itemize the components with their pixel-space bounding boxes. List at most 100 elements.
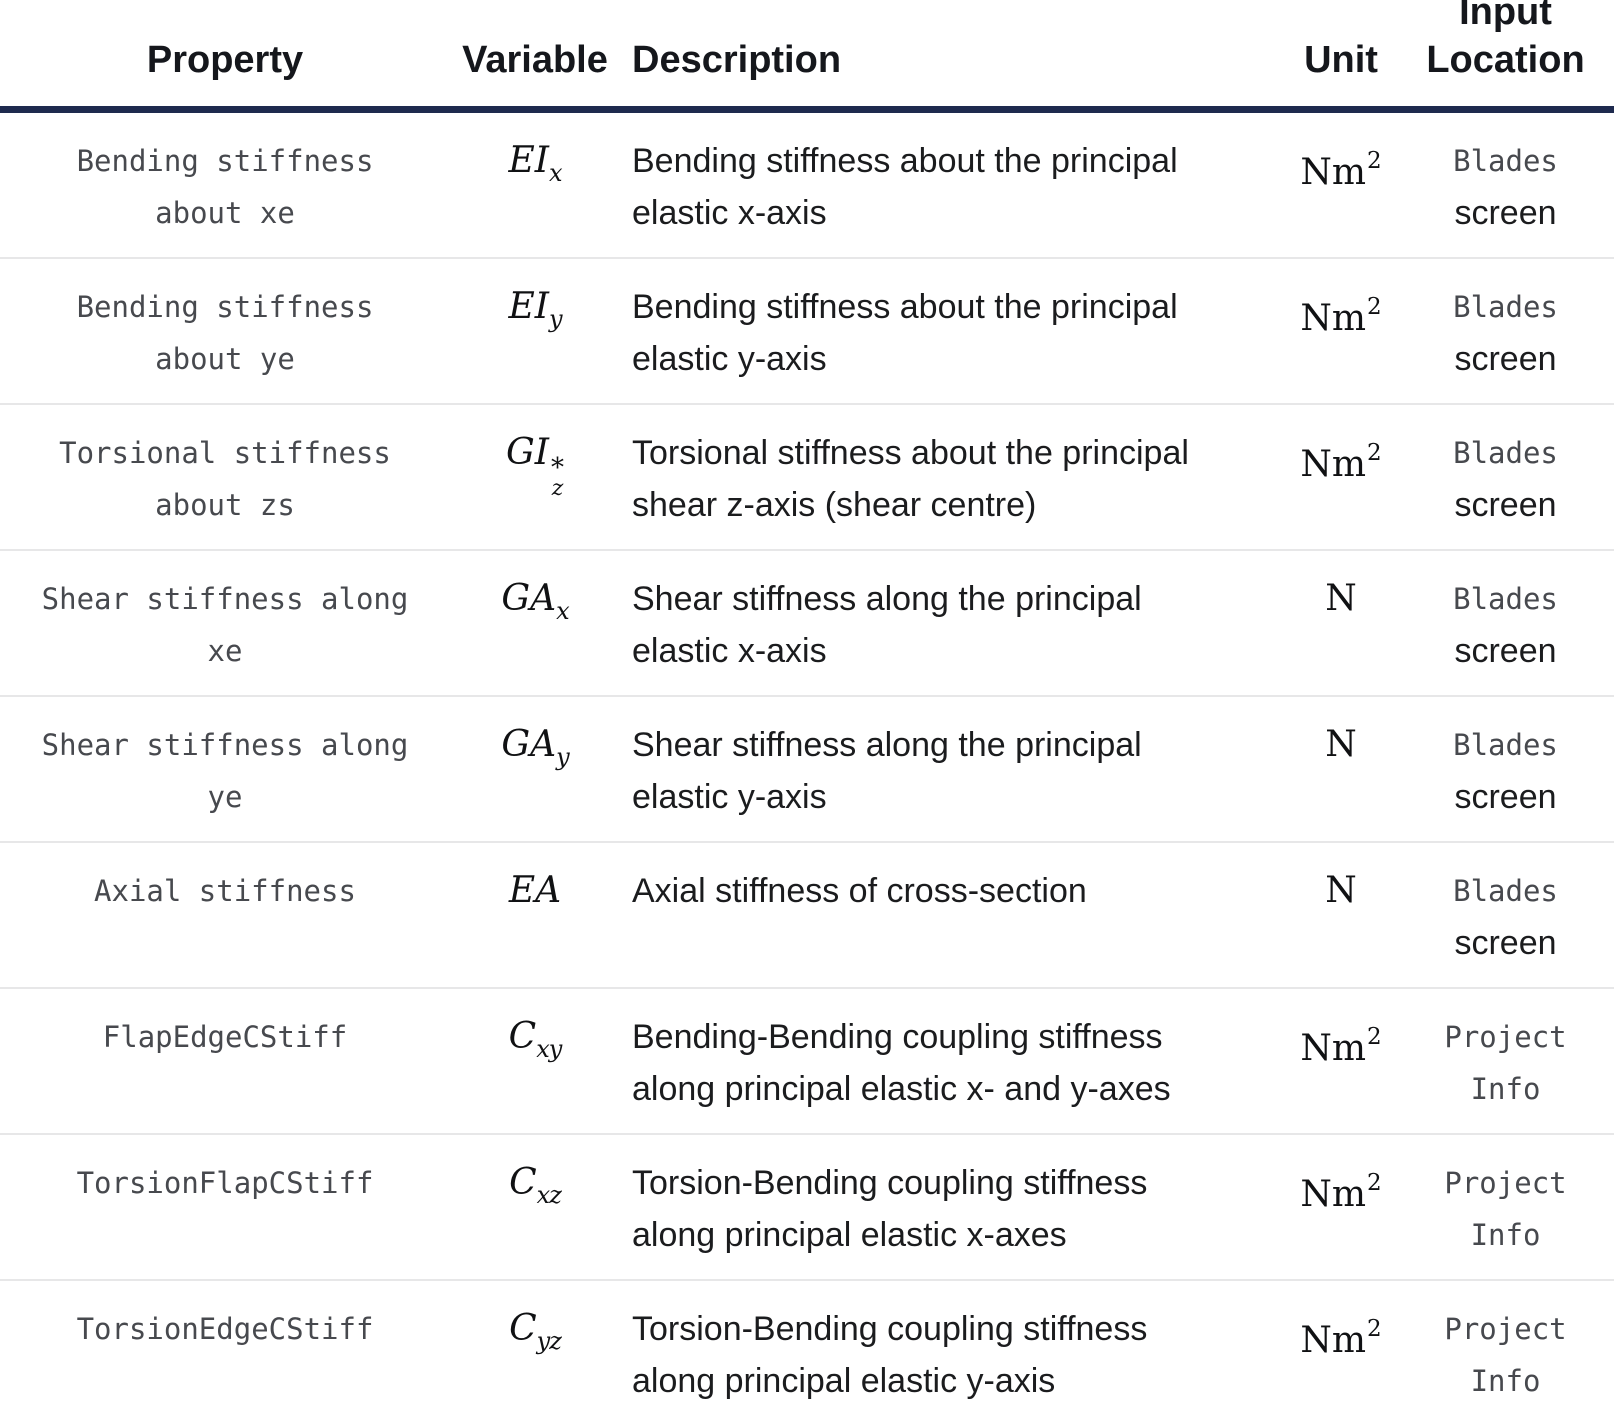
description-line: elastic x-axis — [632, 194, 827, 232]
property-cell: TorsionEdgeCStiff — [0, 1279, 450, 1419]
variable-symbol: EI — [508, 286, 549, 327]
property-line: Shear stiffness along — [41, 582, 409, 616]
column-header-unit-label: Unit — [1304, 39, 1378, 81]
description-line: elastic y-axis — [632, 340, 827, 378]
unit-cell: Nm2 — [1285, 1133, 1397, 1279]
unit-cell: Nm2 — [1285, 403, 1397, 549]
column-header-variable: Variable — [450, 0, 620, 113]
variable-symbol: GI — [506, 432, 549, 473]
input-location-line: screen — [1454, 194, 1557, 232]
description-line: Shear stiffness along the principal — [632, 580, 1142, 618]
variable-subscript: xz — [536, 1181, 562, 1209]
variable-cell: Cxz — [450, 1133, 620, 1279]
variable-cell: EIy — [450, 257, 620, 403]
variable-subscript: z — [551, 476, 564, 501]
input-location-line: Project — [1444, 1312, 1567, 1346]
table-header: Property Variable Description Unit Input… — [0, 0, 1614, 113]
description-cell: Shear stiffness along the principal elast… — [620, 549, 1285, 695]
unit-value: Nm — [1300, 1174, 1366, 1215]
property-line: TorsionFlapCStiff — [76, 1166, 374, 1200]
unit-value: N — [1325, 724, 1357, 765]
description-cell: Axial stiffness of cross-section — [620, 841, 1285, 987]
unit-value: Nm — [1300, 1320, 1366, 1361]
input-location-line: Blades — [1453, 290, 1558, 324]
input-location-line: screen — [1454, 632, 1557, 670]
unit-value: Nm — [1300, 1028, 1366, 1069]
property-line: about zs — [155, 488, 295, 522]
input-location-line: Blades — [1453, 728, 1558, 762]
description-cell: Torsion-Bending coupling stiffness along … — [620, 1133, 1285, 1279]
input-location-line: Info — [1470, 1218, 1541, 1252]
table-body: Bending stiffness about xe EIx Bending st… — [0, 113, 1614, 1419]
input-location-cell: Blades screen — [1397, 841, 1614, 987]
input-location-cell: Project Info — [1397, 1279, 1614, 1419]
input-location-line: screen — [1454, 778, 1557, 816]
input-location-line: Blades — [1453, 436, 1558, 470]
table-row: Shear stiffness along xe GAx Shear stiffn… — [0, 549, 1614, 695]
property-cell: Shear stiffness along ye — [0, 695, 450, 841]
property-cell: Shear stiffness along xe — [0, 549, 450, 695]
variable-subscript: yz — [536, 1327, 562, 1355]
input-location-line: screen — [1454, 924, 1557, 962]
variable-cell: Cyz — [450, 1279, 620, 1419]
variable-symbol: C — [509, 1162, 537, 1203]
column-header-description: Description — [620, 0, 1285, 113]
unit-cell: Nm2 — [1285, 1279, 1397, 1419]
property-line: Bending stiffness — [76, 144, 374, 178]
input-location-line: Blades — [1453, 144, 1558, 178]
property-cell: Bending stiffness about ye — [0, 257, 450, 403]
unit-value: N — [1325, 870, 1357, 911]
input-location-line: screen — [1454, 340, 1557, 378]
property-line: Bending stiffness — [76, 290, 374, 324]
unit-cell: N — [1285, 549, 1397, 695]
variable-symbol: EI — [508, 140, 549, 181]
unit-exponent: 2 — [1367, 294, 1382, 320]
unit-exponent: 2 — [1367, 1316, 1382, 1342]
property-line: about xe — [155, 196, 295, 230]
variable-subscript: xy — [536, 1035, 562, 1063]
table-row: FlapEdgeCStiff Cxy Bending-Bending coupl… — [0, 987, 1614, 1133]
description-cell: Torsional stiffness about the principal s… — [620, 403, 1285, 549]
unit-value: N — [1325, 578, 1357, 619]
variable-cell: EA — [450, 841, 620, 987]
variable-scripts: * z — [551, 455, 564, 501]
description-line: elastic x-axis — [632, 632, 827, 670]
unit-cell: Nm2 — [1285, 257, 1397, 403]
property-cell: Bending stiffness about xe — [0, 113, 450, 257]
unit-exponent: 2 — [1367, 1024, 1382, 1050]
input-location-line: Info — [1470, 1072, 1541, 1106]
table-row: Axial stiffness EA Axial stiffness of cr… — [0, 841, 1614, 987]
variable-symbol: C — [509, 1308, 537, 1349]
description-line: Torsion-Bending coupling stiffness — [632, 1310, 1148, 1348]
property-line: xe — [207, 634, 243, 668]
description-cell: Bending stiffness about the principal ela… — [620, 113, 1285, 257]
column-header-description-label: Description — [632, 39, 842, 81]
variable-symbol: GA — [501, 724, 557, 765]
variable-symbol: EA — [508, 870, 562, 911]
unit-cell: N — [1285, 695, 1397, 841]
header-row: Property Variable Description Unit Input… — [0, 0, 1614, 113]
input-location-line: Project — [1444, 1166, 1567, 1200]
table-row: Shear stiffness along ye GAy Shear stiffn… — [0, 695, 1614, 841]
description-line: Bending stiffness about the principal — [632, 142, 1178, 180]
unit-exponent: 2 — [1367, 148, 1382, 174]
property-line: ye — [207, 780, 243, 814]
description-line: Bending stiffness about the principal — [632, 288, 1178, 326]
property-line: Torsional stiffness — [59, 436, 391, 470]
property-cell: FlapEdgeCStiff — [0, 987, 450, 1133]
unit-cell: Nm2 — [1285, 113, 1397, 257]
column-header-unit: Unit — [1285, 0, 1397, 113]
input-location-cell: Project Info — [1397, 987, 1614, 1133]
property-line: FlapEdgeCStiff — [102, 1020, 348, 1054]
variable-symbol: C — [508, 1016, 537, 1057]
unit-value: Nm — [1300, 152, 1366, 193]
input-location-cell: Project Info — [1397, 1133, 1614, 1279]
unit-value: Nm — [1300, 444, 1366, 485]
description-line: elastic y-axis — [632, 778, 827, 816]
input-location-cell: Blades screen — [1397, 113, 1614, 257]
table-row: Torsional stiffness about zs GI * z Torsion… — [0, 403, 1614, 549]
column-header-variable-label: Variable — [462, 39, 608, 81]
input-location-line: Blades — [1453, 874, 1558, 908]
